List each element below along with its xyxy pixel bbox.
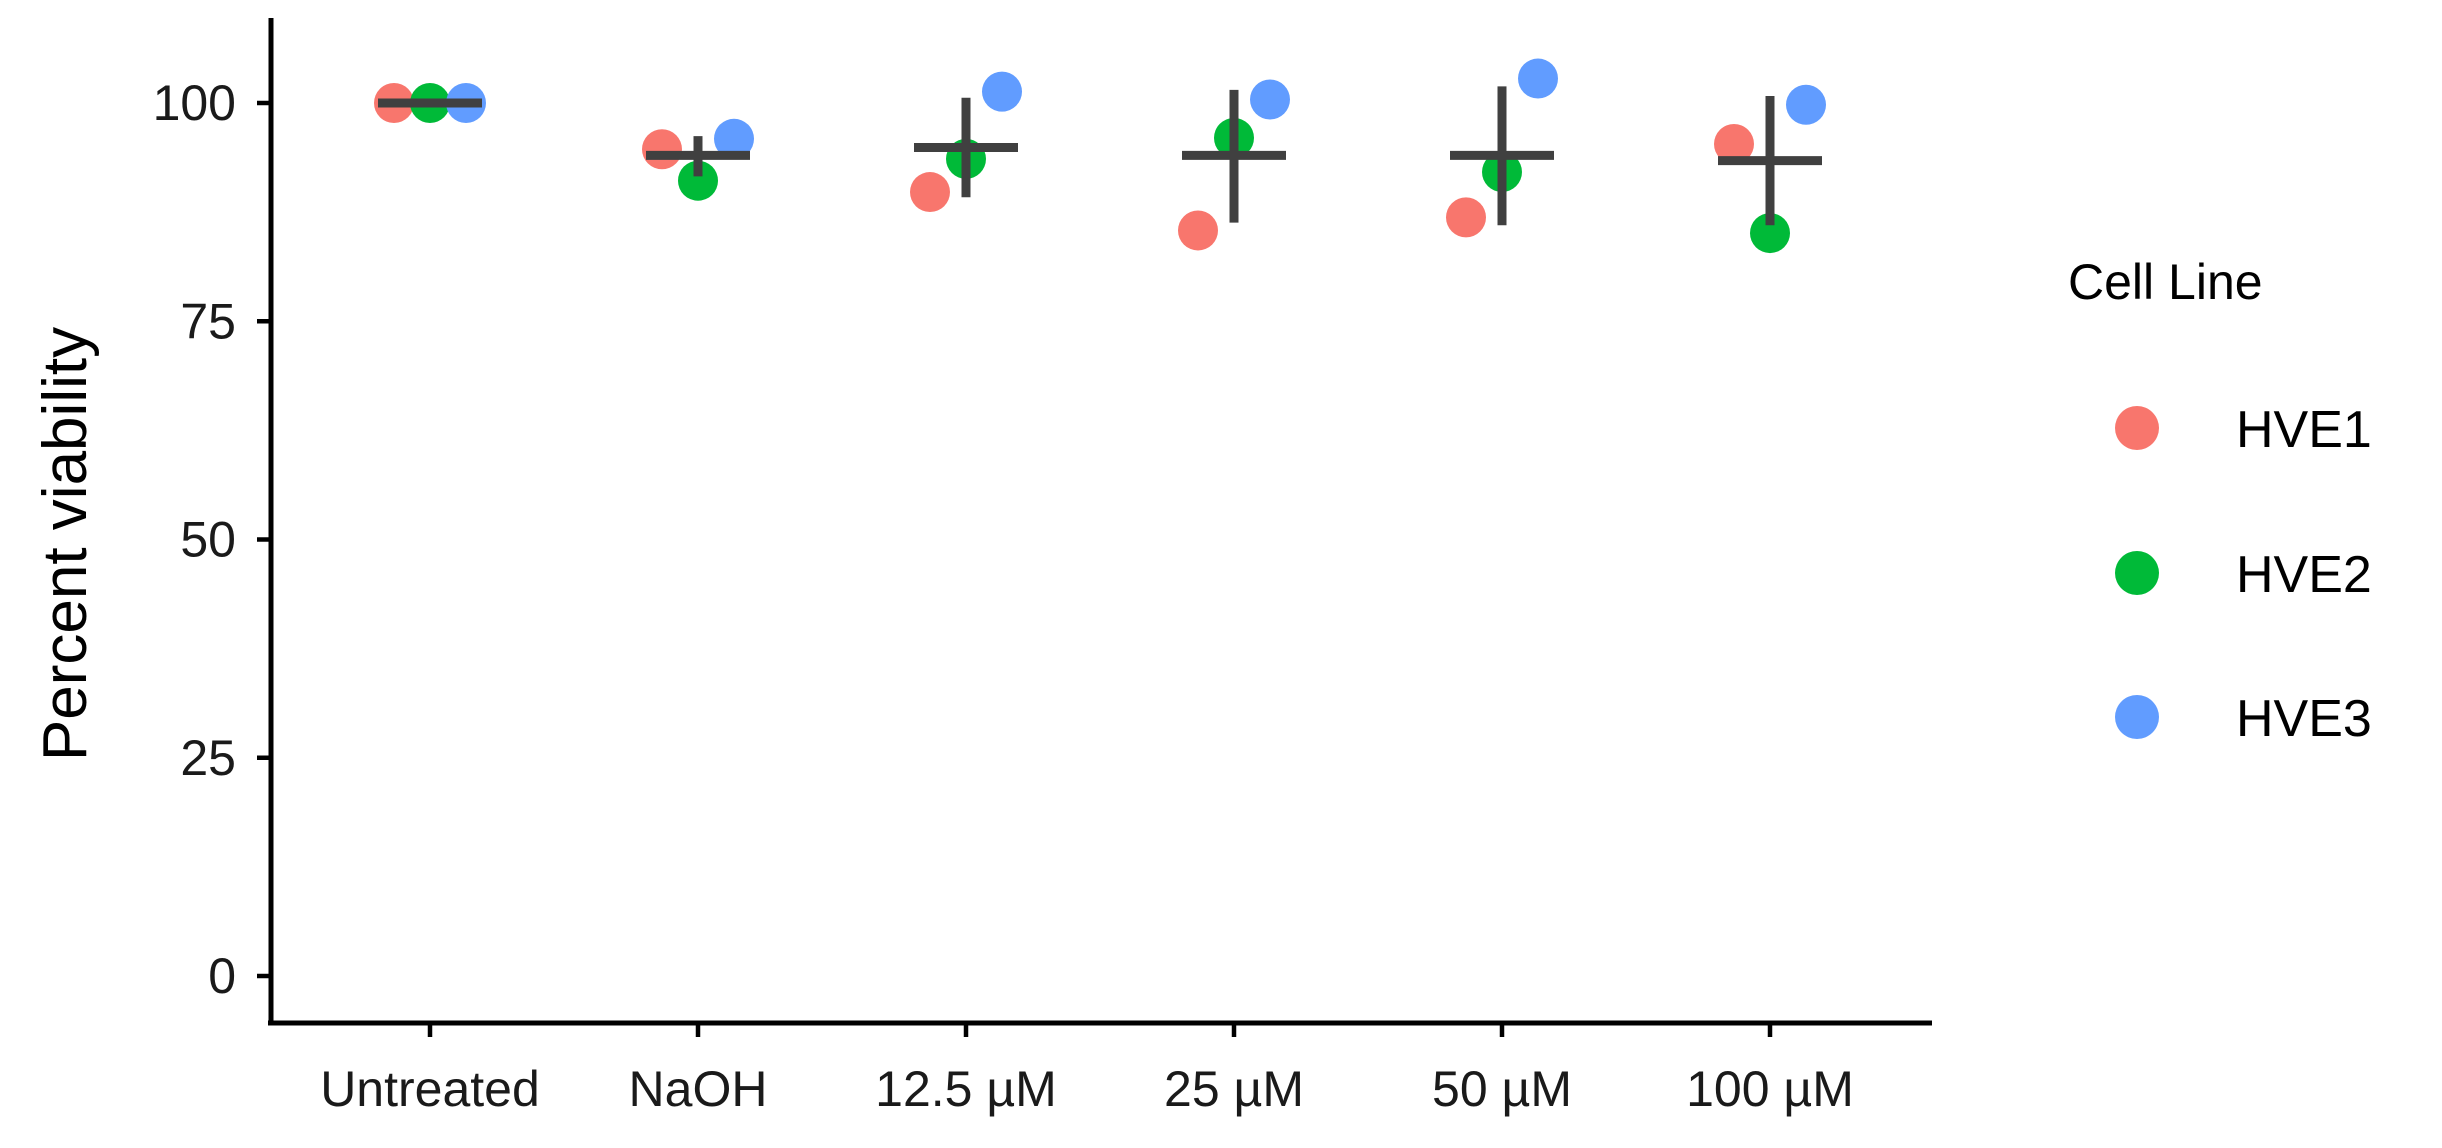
- legend-key-hve1: [2115, 406, 2159, 450]
- data-point-hve1: [910, 172, 950, 213]
- data-point-hve1: [1178, 210, 1218, 251]
- data-point-hve3: [982, 71, 1022, 112]
- data-point-hve2: [678, 160, 718, 201]
- data-point-hve2: [1750, 213, 1790, 254]
- legend-title: Cell Line: [2068, 254, 2263, 310]
- x-tick-label: 100 µM: [1686, 1061, 1854, 1117]
- x-tick-label: 12.5 µM: [875, 1061, 1057, 1117]
- legend-key-hve2: [2115, 551, 2159, 595]
- y-tick-label: 75: [180, 293, 236, 349]
- y-tick-label: 25: [180, 730, 236, 786]
- legend-items: HVE1 HVE2 HVE3: [2115, 401, 2372, 748]
- data-point-hve3: [1786, 84, 1826, 125]
- data-point-hve3: [714, 118, 754, 159]
- y-tick-label: 50: [180, 512, 236, 568]
- y-axis-title: Percent viability: [31, 327, 100, 761]
- data-point-hve3: [1518, 58, 1558, 99]
- data-point-hve3: [1250, 79, 1290, 120]
- points-layer: [374, 58, 1826, 254]
- x-tick-label: 50 µM: [1432, 1061, 1572, 1117]
- x-tick-label: 25 µM: [1164, 1061, 1304, 1117]
- legend-label-hve1: HVE1: [2236, 401, 2372, 459]
- legend: Cell Line HVE1 HVE2 HVE3: [2068, 254, 2372, 748]
- legend-label-hve3: HVE3: [2236, 690, 2372, 748]
- y-ticks: 0 25 50 75 100: [153, 75, 271, 1004]
- data-point-hve1: [1446, 197, 1486, 238]
- x-ticks: Untreated NaOH 12.5 µM 25 µM 50 µM 100 µM: [320, 1023, 1854, 1117]
- y-tick-label: 100: [153, 75, 236, 131]
- data-point-hve1: [642, 129, 682, 170]
- x-tick-label: NaOH: [629, 1061, 768, 1117]
- summary-layer: [378, 86, 1822, 226]
- x-tick-label: Untreated: [320, 1061, 540, 1117]
- axes-layer: [268, 18, 1932, 1026]
- y-tick-label: 0: [208, 948, 236, 1004]
- legend-key-hve3: [2115, 695, 2159, 739]
- legend-label-hve2: HVE2: [2236, 546, 2372, 604]
- data-point-hve1: [1714, 124, 1754, 165]
